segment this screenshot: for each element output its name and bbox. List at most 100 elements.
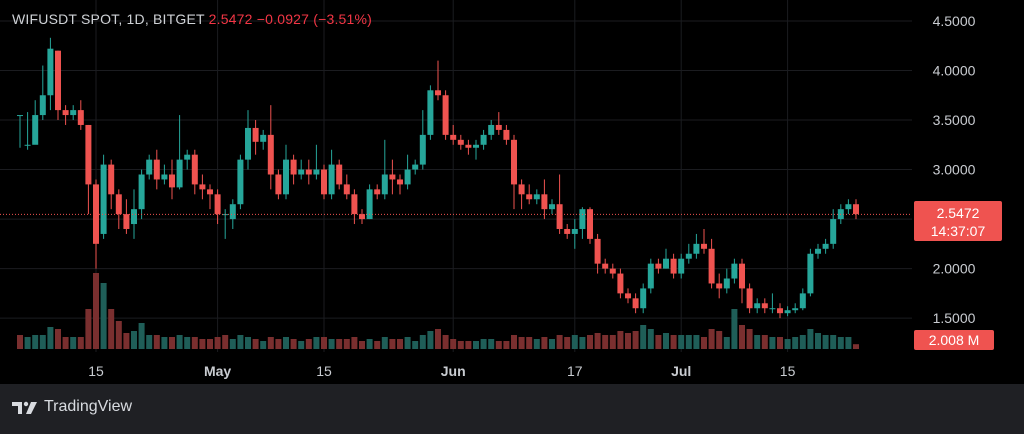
candle: [93, 179, 99, 269]
candle: [85, 124, 92, 215]
volume-bar: [62, 337, 69, 349]
volume-bar: [153, 335, 160, 349]
volume-bar: [853, 344, 859, 349]
x-tick-label: 15: [316, 363, 332, 379]
candle: [587, 207, 593, 244]
candle: [845, 199, 852, 215]
price-label-countdown: 14:37:07: [931, 223, 986, 239]
volume-bar: [397, 339, 403, 349]
candle: [39, 65, 46, 121]
candle: [655, 258, 662, 274]
candle: [594, 233, 601, 274]
candle: [663, 248, 669, 269]
tradingview-logo-icon: [12, 401, 37, 414]
candle: [207, 184, 213, 210]
candle: [169, 159, 175, 200]
candle: [488, 120, 495, 140]
volume-bar: [313, 337, 320, 349]
candle: [214, 189, 221, 225]
volume-bar: [678, 335, 685, 349]
candle: [229, 199, 236, 229]
volume-bar: [511, 335, 517, 349]
volume-bar: [754, 335, 761, 349]
volume-bar: [739, 325, 745, 349]
candle: [419, 110, 426, 170]
candle: [815, 243, 821, 259]
volume-bar: [77, 337, 84, 349]
candle: [313, 144, 320, 180]
y-tick-label: 1.5000: [933, 310, 976, 326]
candle: [799, 288, 806, 311]
candle: [100, 154, 107, 239]
volume-bar: [594, 333, 601, 349]
volume-bar: [807, 329, 814, 349]
candle: [571, 219, 578, 249]
candle: [777, 303, 783, 319]
volume-bar: [457, 341, 464, 349]
candle: [761, 298, 768, 314]
volume-bar: [640, 325, 647, 349]
candle: [62, 105, 69, 125]
candle: [617, 268, 624, 299]
y-tick-label: 3.0000: [933, 162, 976, 178]
tradingview-brand[interactable]: TradingView: [12, 398, 132, 416]
candle: [754, 298, 761, 314]
volume-bar: [70, 337, 77, 349]
candle: [146, 154, 153, 180]
volume-bar: [632, 331, 639, 349]
volume-bar: [351, 337, 358, 349]
volume-bar: [108, 309, 115, 349]
candle: [807, 248, 814, 297]
volume-bar: [146, 335, 153, 349]
volume-bar: [260, 341, 267, 349]
candlestick-chart[interactable]: 4.50004.00003.50003.00002.50002.00001.50…: [0, 0, 1024, 384]
candle: [731, 258, 738, 284]
candle: [503, 124, 510, 145]
volume-bar: [267, 337, 274, 349]
candle: [191, 149, 198, 195]
candle: [442, 90, 449, 140]
volume-bar: [647, 329, 654, 349]
volume-bar: [389, 339, 396, 349]
candle: [138, 169, 145, 220]
volume-bar: [815, 333, 821, 349]
candle: [723, 268, 730, 294]
volume-bar: [488, 339, 495, 349]
volume-bar: [777, 337, 783, 349]
volume-bar: [123, 333, 130, 349]
candle: [275, 169, 282, 200]
volume-bar: [343, 339, 350, 349]
volume-bar: [663, 333, 669, 349]
candle: [792, 303, 799, 314]
volume-bar: [381, 337, 388, 349]
chart-area[interactable]: 4.50004.00003.50003.00002.50002.00001.50…: [0, 0, 1024, 384]
candle: [685, 243, 692, 264]
volume-bar: [85, 309, 92, 349]
candle: [427, 85, 434, 140]
candle: [526, 184, 533, 205]
volume-bar: [245, 337, 251, 349]
volume-bar: [549, 339, 555, 349]
candle: [435, 60, 441, 101]
candle: [237, 154, 244, 210]
volume-bar: [252, 339, 259, 349]
volume-bar: [541, 337, 548, 349]
x-tick-label: Jun: [441, 363, 466, 379]
candle: [579, 207, 586, 239]
volume-bar: [731, 309, 738, 349]
candle: [328, 149, 335, 200]
volume-bar: [617, 331, 624, 349]
volume-bar: [571, 335, 578, 349]
volume-bar: [229, 339, 236, 349]
volume-bar: [17, 335, 23, 349]
volume-bar: [625, 333, 631, 349]
volume-bar: [830, 335, 837, 349]
volume-bar: [845, 337, 852, 349]
volume-bar: [138, 323, 145, 349]
volume-bar: [693, 335, 700, 349]
volume-bar: [321, 337, 327, 349]
volume-bar: [176, 335, 183, 349]
candle: [404, 154, 411, 190]
x-tick-label: 15: [88, 363, 104, 379]
candle: [693, 233, 700, 259]
